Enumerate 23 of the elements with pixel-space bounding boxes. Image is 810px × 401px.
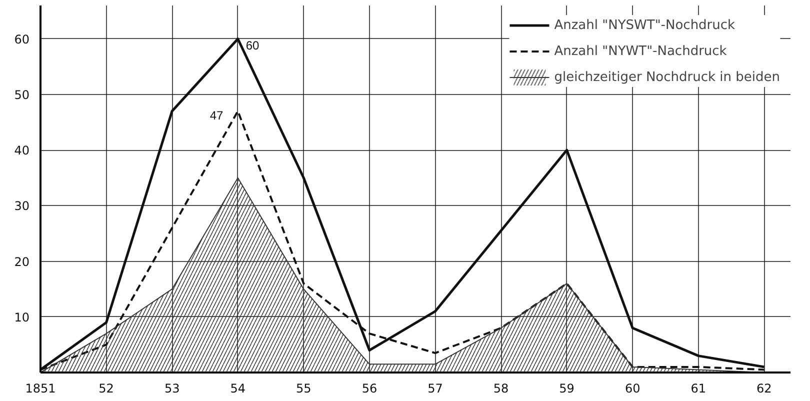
x-tick-label: 58: [493, 382, 509, 396]
x-tick-label: 56: [362, 382, 378, 396]
y-tick-label: 50: [14, 88, 30, 102]
x-tick-label: 52: [98, 382, 114, 396]
y-tick-label: 40: [14, 144, 30, 158]
x-tick-label: 53: [164, 382, 180, 396]
x-tick-label: 59: [559, 382, 574, 396]
legend-label: Anzahl "NYSWT"-Nochdruck: [554, 18, 736, 32]
annotation: 60: [246, 38, 260, 52]
y-tick-label: 20: [14, 254, 30, 269]
x-tick-label: 62: [756, 382, 772, 396]
annotation: 47: [210, 108, 224, 123]
x-tick-label: 54: [230, 382, 246, 396]
x-tick-label: 61: [690, 382, 706, 396]
y-tick-label: 10: [14, 310, 30, 324]
x-tick-label: 55: [296, 382, 312, 396]
x-tick-label: 1851: [25, 382, 56, 396]
x-tick-label: 57: [428, 382, 443, 396]
x-tick-label: 60: [624, 382, 640, 396]
y-tick-label: 60: [14, 32, 30, 46]
legend-label: Anzahl "NYWT"-Nachdruck: [554, 44, 727, 58]
legend-label: gleichzeitiger Nochdruck in beiden: [554, 70, 780, 84]
y-tick-label: 30: [14, 199, 30, 214]
